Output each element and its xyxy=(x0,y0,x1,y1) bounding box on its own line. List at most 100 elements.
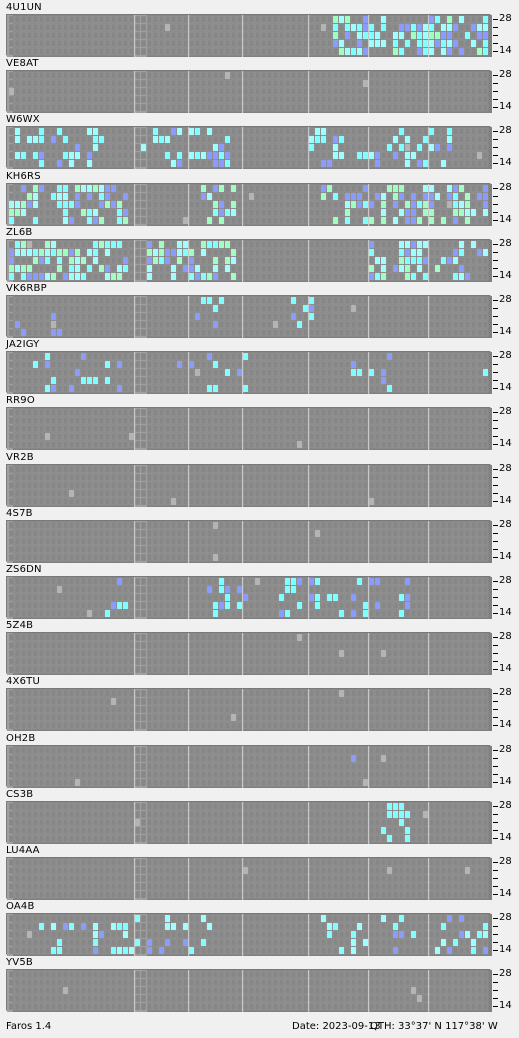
signal-cell xyxy=(201,297,206,304)
grid-cell xyxy=(140,272,147,281)
grid-cell xyxy=(380,143,387,152)
grid-cell xyxy=(134,296,141,305)
grid-cell xyxy=(284,312,291,321)
grid-cell xyxy=(326,376,333,385)
grid-cell xyxy=(38,432,45,441)
grid-cell xyxy=(392,127,399,136)
grid-cell xyxy=(410,159,417,168)
grid-cell xyxy=(368,304,375,313)
signal-cell xyxy=(93,128,98,135)
grid-cell xyxy=(278,240,285,249)
grid-cell xyxy=(338,529,345,538)
grid-cell xyxy=(374,521,381,530)
grid-cell xyxy=(170,208,177,217)
grid-cell xyxy=(74,95,81,104)
grid-cell xyxy=(158,71,165,80)
grid-cell xyxy=(110,192,117,201)
grid-cell xyxy=(368,473,375,482)
grid-cell xyxy=(152,39,159,48)
grid-cell xyxy=(314,545,321,554)
grid-cell xyxy=(182,529,189,538)
grid-cell xyxy=(134,489,141,498)
grid-cell xyxy=(140,440,147,449)
grid-cell xyxy=(80,127,87,136)
grid-cell xyxy=(242,360,249,369)
grid-cell xyxy=(362,95,369,104)
grid-cell xyxy=(452,296,459,305)
grid-cell xyxy=(104,47,111,56)
grid-cell xyxy=(26,304,33,313)
grid-cell xyxy=(188,497,195,506)
grid-cell xyxy=(176,15,183,24)
grid-cell xyxy=(32,296,39,305)
grid-cell xyxy=(416,601,423,610)
grid-cell xyxy=(164,200,171,209)
grid-cell xyxy=(404,368,411,377)
grid-cell xyxy=(362,320,369,329)
grid-cell xyxy=(242,79,249,88)
grid-cell xyxy=(302,216,309,225)
grid-cell xyxy=(194,408,201,417)
grid-cell xyxy=(278,497,285,506)
grid-cell xyxy=(104,151,111,160)
grid-cell xyxy=(278,39,285,48)
grid-cell xyxy=(386,159,393,168)
grid-cell xyxy=(110,497,117,506)
grid-cell xyxy=(422,360,429,369)
grid-cell xyxy=(170,320,177,329)
grid-cell xyxy=(74,424,81,433)
grid-cell xyxy=(128,272,135,281)
grid-cell xyxy=(74,537,81,546)
grid-cell xyxy=(308,264,315,273)
grid-cell xyxy=(80,577,87,586)
grid-cell xyxy=(476,272,483,281)
grid-cell xyxy=(308,352,315,361)
grid-cell xyxy=(482,416,489,425)
grid-cell xyxy=(290,384,297,393)
grid-cell xyxy=(254,264,261,273)
grid-cell xyxy=(104,440,111,449)
grid-cell xyxy=(44,135,51,144)
beacon-panel: 4S7B 28 14 xyxy=(0,506,519,563)
grid-cell xyxy=(104,320,111,329)
grid-cell xyxy=(116,184,123,193)
grid-cell xyxy=(98,489,105,498)
grid-cell xyxy=(350,553,357,562)
grid-cell xyxy=(272,328,279,337)
grid-cell xyxy=(248,103,255,112)
grid-cell xyxy=(278,368,285,377)
grid-cell xyxy=(104,465,111,474)
grid-cell xyxy=(266,408,273,417)
grid-cell xyxy=(452,159,459,168)
grid-cell xyxy=(416,384,423,393)
grid-cell xyxy=(278,159,285,168)
grid-cell xyxy=(128,497,135,506)
grid-cell xyxy=(296,529,303,538)
grid-cell xyxy=(74,296,81,305)
grid-cell xyxy=(362,143,369,152)
grid-cell xyxy=(284,296,291,305)
grid-cell xyxy=(92,272,99,281)
grid-cell xyxy=(104,577,111,586)
grid-cell xyxy=(152,416,159,425)
signal-cell xyxy=(363,16,368,23)
grid-cell xyxy=(194,585,201,594)
signal-cell xyxy=(399,185,404,192)
grid-cell xyxy=(482,432,489,441)
grid-cell xyxy=(188,352,195,361)
grid-cell xyxy=(308,320,315,329)
grid-cell xyxy=(14,272,21,281)
grid-cell xyxy=(380,585,387,594)
grid-cell xyxy=(332,521,339,530)
grid-cell xyxy=(152,537,159,546)
grid-cell xyxy=(8,320,15,329)
grid-cell xyxy=(350,87,357,96)
grid-cell xyxy=(212,545,219,554)
grid-cell xyxy=(26,473,33,482)
grid-cell xyxy=(470,151,477,160)
grid-cell xyxy=(458,312,465,321)
grid-cell xyxy=(146,432,153,441)
signal-cell xyxy=(9,257,14,264)
grid-cell xyxy=(212,135,219,144)
grid-cell xyxy=(398,384,405,393)
